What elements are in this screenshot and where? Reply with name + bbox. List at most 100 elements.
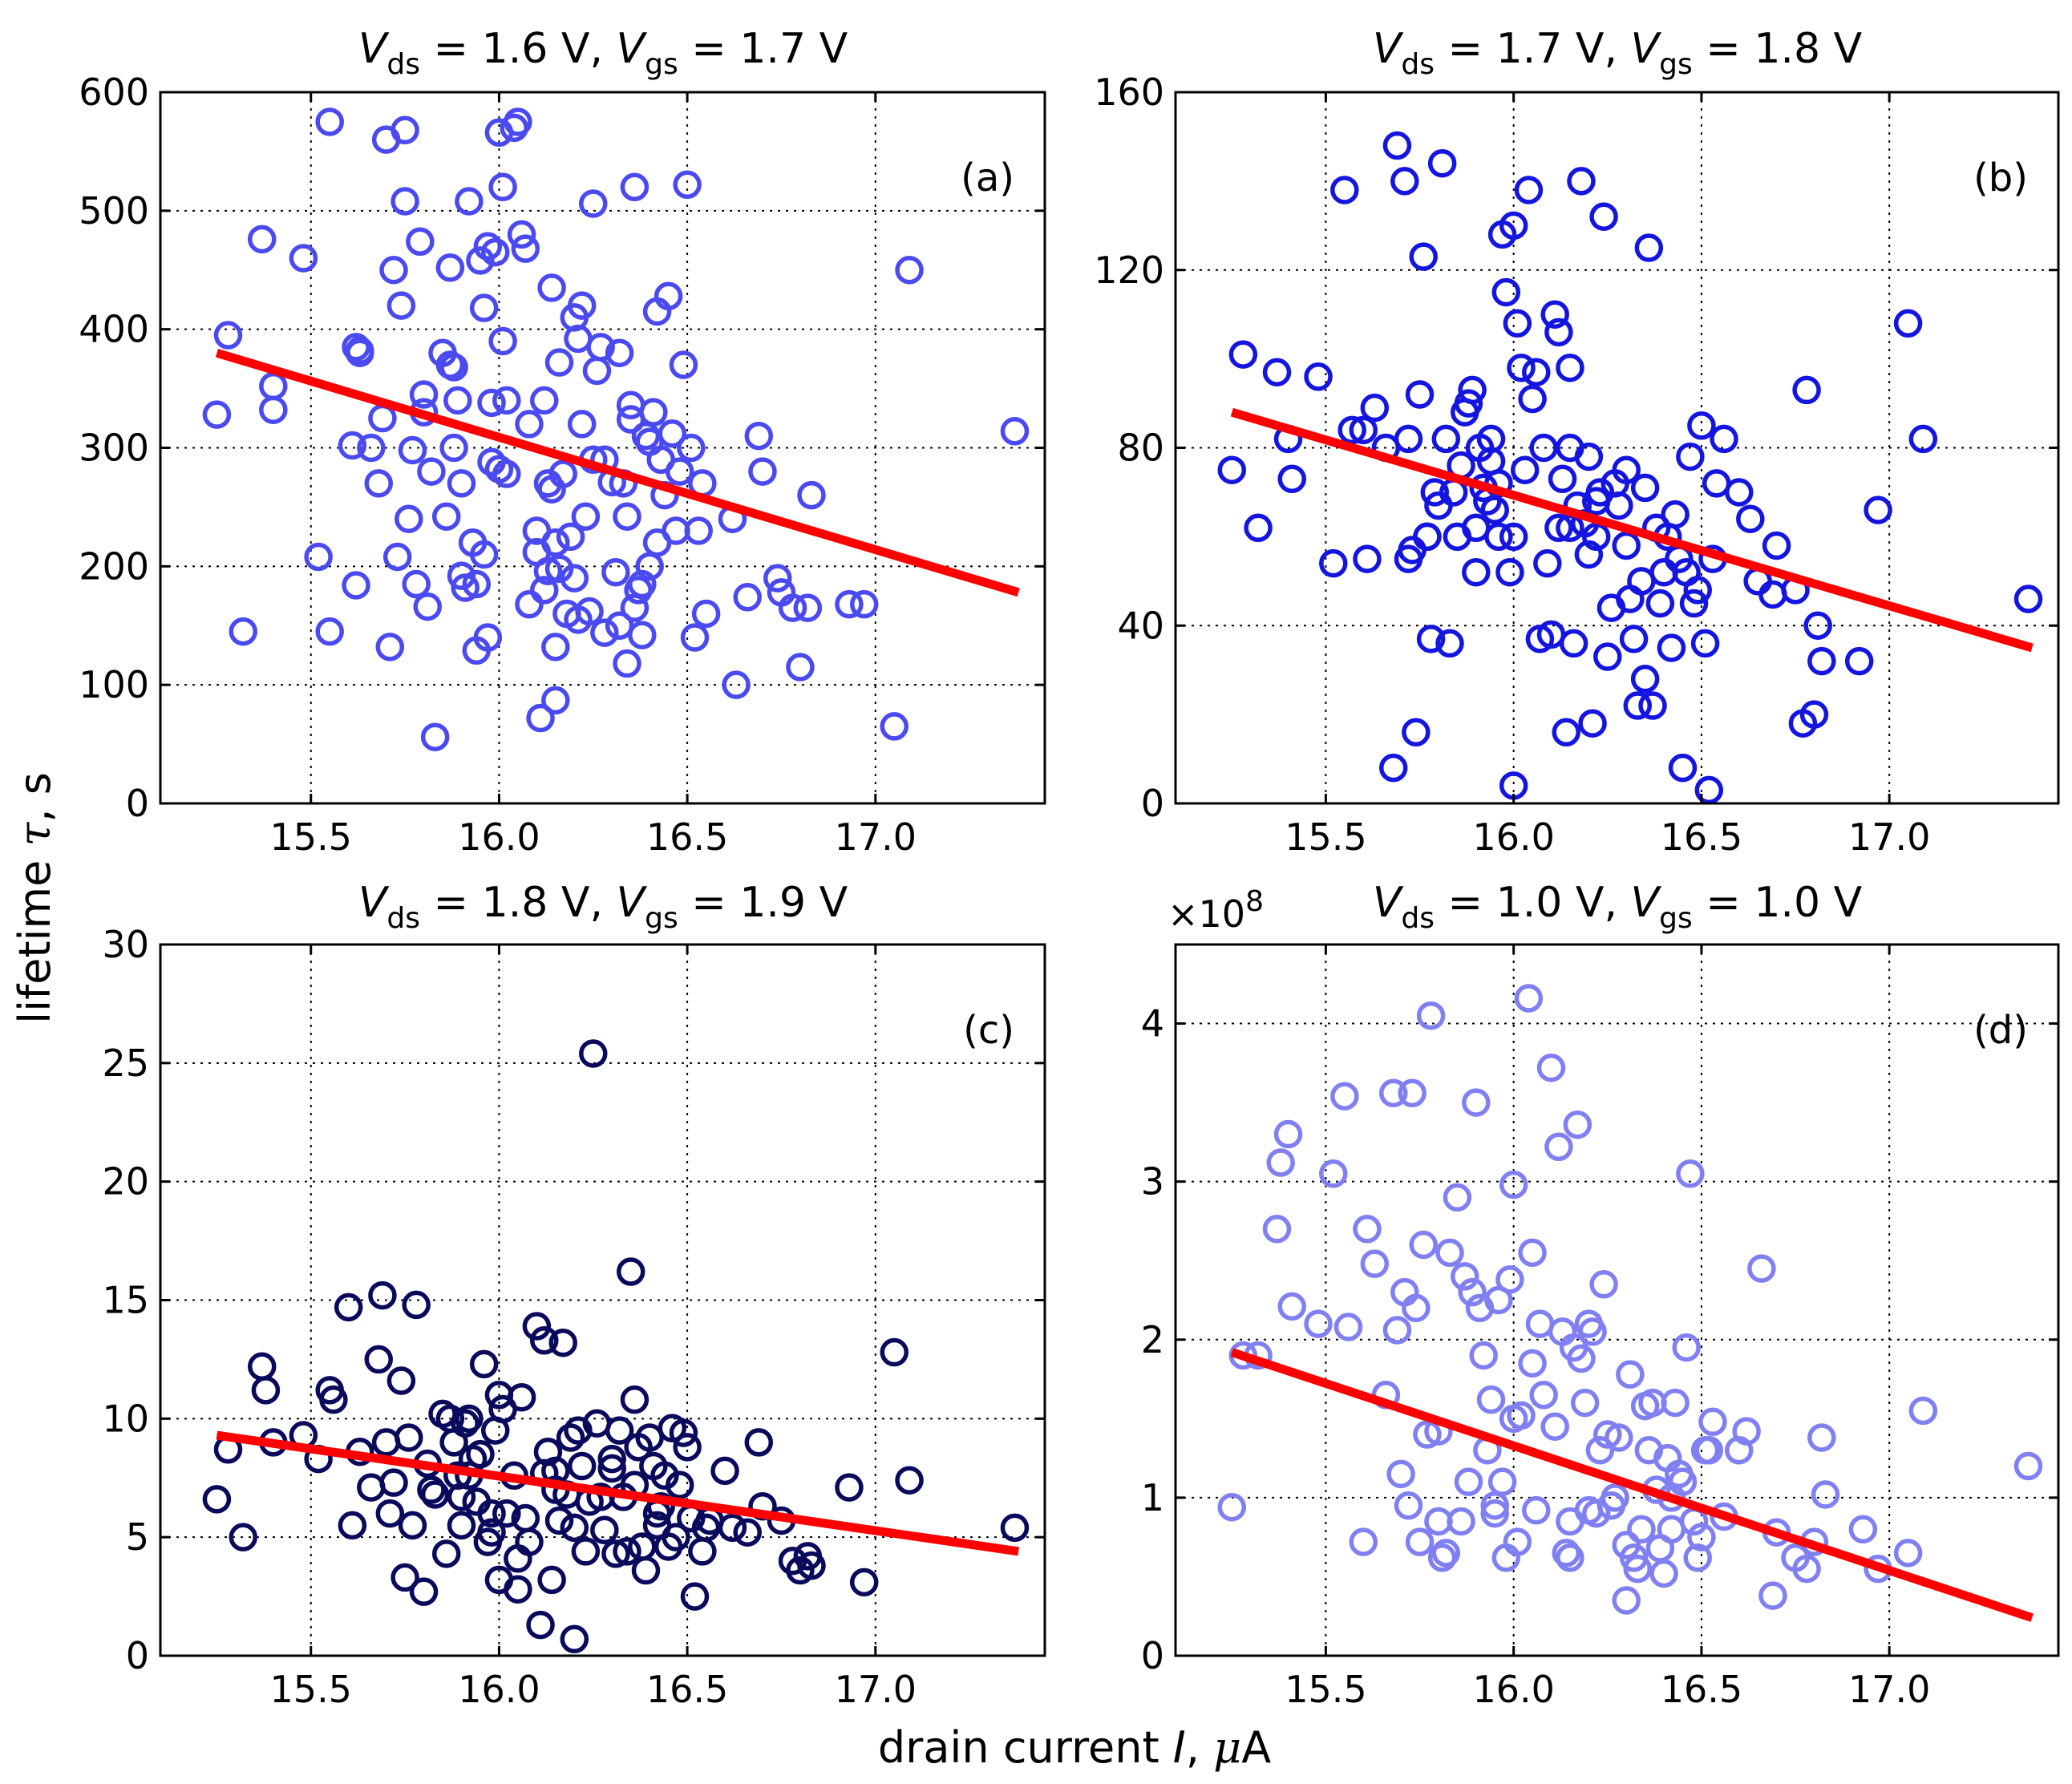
panel-a-point-43 xyxy=(466,246,495,275)
panel-a-point-27 xyxy=(409,380,439,409)
panel-a-title-v1: V xyxy=(358,25,390,73)
panel-a-point-61 xyxy=(515,410,544,439)
panel-b-point-67 xyxy=(1559,629,1588,658)
panel-b-y-tick-label-3: 120 xyxy=(1094,249,1164,292)
panel-a-point-78 xyxy=(560,564,589,593)
panel-c-point-18 xyxy=(379,1468,408,1497)
panel-a-point-143 xyxy=(522,516,552,545)
panel-b-x-tick-label-1: 16.0 xyxy=(1472,815,1554,859)
panel-c-point-19 xyxy=(386,1366,416,1395)
panel-a-point-25 xyxy=(402,569,431,599)
panel-a-point-136 xyxy=(895,256,924,285)
panel-a-point-90 xyxy=(590,618,619,647)
panel-a-point-85 xyxy=(575,597,604,626)
panel-b-point-57 xyxy=(1529,433,1558,463)
panel-a-point-0 xyxy=(202,400,232,429)
panel-c-point-20 xyxy=(391,1563,419,1592)
x-axis-label: drain current I, μA xyxy=(878,1722,1271,1773)
panel-a-point-35 xyxy=(439,353,468,382)
panel-b: 15.5 16.0 16.5 17.0 0 40 80 120 160 (b) Vds = 1.7 … xyxy=(1094,25,2060,859)
panel-c-point-4 xyxy=(251,1376,281,1405)
panel-c-point-95 xyxy=(673,1433,702,1462)
panel-d-point-105 xyxy=(1792,1554,1821,1584)
panel-b-point-63 xyxy=(1548,464,1577,494)
panel-c-point-21 xyxy=(395,1423,423,1452)
panel-b-point-48 xyxy=(1499,211,1528,241)
panel-c-point-103 xyxy=(733,1518,762,1547)
panel-c-y-tick-label-6: 30 xyxy=(102,923,149,966)
panel-c-point-35 xyxy=(451,1409,480,1438)
panel-a-point-53 xyxy=(488,172,517,202)
panel-c-point-14 xyxy=(364,1345,393,1374)
panel-d-point-90 xyxy=(1672,1333,1701,1362)
panel-a-y-tick-label-6: 600 xyxy=(79,71,149,114)
panel-c-y-tick-label-1: 5 xyxy=(126,1515,149,1559)
panel-b-point-15 xyxy=(1382,131,1412,160)
panel-c-point-54 xyxy=(526,1610,555,1640)
panel-b-point-108 xyxy=(1725,478,1754,507)
panel-a-point-123 xyxy=(722,670,751,699)
panel-c-point-11 xyxy=(338,1511,367,1540)
panel-c-point-26 xyxy=(417,1475,446,1504)
panel-d-point-48 xyxy=(1507,1401,1536,1430)
panel-a-points xyxy=(202,107,1030,751)
panel-a-point-8 xyxy=(315,617,344,646)
panel-d-x-tick-label-2: 16.5 xyxy=(1661,1668,1742,1711)
panel-a-point-82 xyxy=(567,410,597,439)
panel-c-title-v2: V xyxy=(617,879,648,927)
panel-a-point-24 xyxy=(398,435,427,465)
panel-b-point-81 xyxy=(1612,531,1641,560)
panel-b-point-95 xyxy=(1661,500,1690,529)
panel-c-x-tick-label-0: 15.5 xyxy=(270,1668,352,1711)
panel-d-point-20 xyxy=(1398,1078,1427,1108)
panel-d-point-94 xyxy=(1687,1523,1716,1551)
panel-a-point-6 xyxy=(289,244,318,273)
panel-d-point-109 xyxy=(1848,1515,1878,1544)
panel-d-title-v1: V xyxy=(1373,879,1404,927)
panel-b-point-94 xyxy=(1657,633,1686,662)
panel-a-x-tick-label-2: 16.5 xyxy=(646,815,728,859)
panel-c-title-t2: = 1.9 V xyxy=(678,879,848,927)
panel-c-point-3 xyxy=(247,1352,277,1381)
panel-a-point-26 xyxy=(406,227,435,257)
panel-b-title-s2: gs xyxy=(1659,48,1693,81)
panel-d-point-34 xyxy=(1458,1277,1487,1307)
panel-b-point-24 xyxy=(1416,625,1446,653)
panel-b-point-100 xyxy=(1679,589,1709,618)
panel-d-point-6 xyxy=(1277,1292,1306,1321)
panel-b-point-72 xyxy=(1574,442,1604,471)
panel-b-point-43 xyxy=(1484,522,1513,552)
panel-c-point-115 xyxy=(1000,1513,1030,1543)
panel-c-point-15 xyxy=(368,1280,397,1310)
panel-a-point-127 xyxy=(763,564,792,593)
panel-b-title-v1: V xyxy=(1373,25,1404,73)
panel-d-label: (d) xyxy=(1973,1008,2028,1053)
x-axis-label-sep: , xyxy=(1186,1722,1213,1773)
panel-b-point-129 xyxy=(1581,487,1611,516)
y-axis-label-text: lifetime xyxy=(10,846,60,1023)
panel-b-point-121 xyxy=(1893,309,1923,338)
panel-d-y-multiplier-exp: 8 xyxy=(1245,885,1264,918)
panel-a-point-28 xyxy=(413,592,442,621)
panel-a-y-tick-label-5: 500 xyxy=(79,189,149,233)
panel-a-point-102 xyxy=(628,569,657,599)
panel-a-point-95 xyxy=(613,649,641,678)
panel-b-point-60 xyxy=(1540,300,1569,329)
panel-b-point-52 xyxy=(1510,455,1540,484)
panel-c-point-40 xyxy=(469,1349,499,1379)
panel-b-y-tick-label-4: 160 xyxy=(1094,71,1164,114)
panel-b-point-101 xyxy=(1683,576,1712,605)
panel-d-point-32 xyxy=(1451,1262,1479,1291)
panel-b-y-tick-label-2: 80 xyxy=(1117,427,1164,470)
panel-a-point-32 xyxy=(431,502,461,531)
panel-a-point-58 xyxy=(504,107,532,136)
panel-d-point-49 xyxy=(1514,984,1544,1013)
panel-d-point-42 xyxy=(1487,1467,1517,1496)
panel-d-point-24 xyxy=(1413,1420,1442,1449)
panel-a-point-23 xyxy=(395,504,423,533)
panel-d-point-35 xyxy=(1462,1088,1491,1117)
panel-b-point-104 xyxy=(1694,775,1724,805)
panel-d-point-29 xyxy=(1435,1238,1464,1268)
panel-a-point-145 xyxy=(462,636,492,665)
panel-c-y-tick-label-5: 25 xyxy=(102,1042,149,1085)
